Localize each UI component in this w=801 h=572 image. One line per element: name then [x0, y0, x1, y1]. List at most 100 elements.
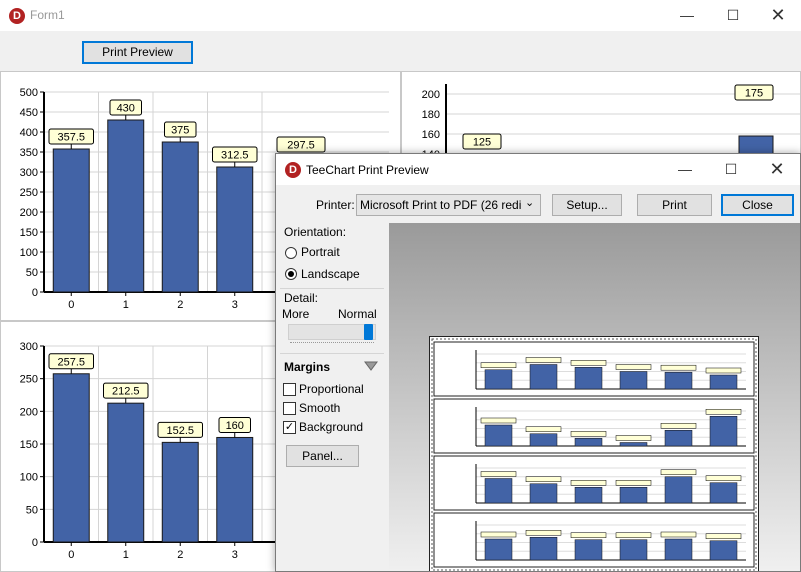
portrait-radio[interactable]	[285, 247, 297, 259]
preview-bar	[664, 430, 693, 447]
preview-bar	[484, 538, 513, 561]
x-tick-label: 2	[177, 549, 183, 561]
chevron-down-icon: ⌄	[525, 197, 535, 209]
bar	[107, 402, 145, 543]
detail-label: Detail:	[284, 291, 319, 305]
detail-more-label: More	[282, 307, 310, 321]
detail-slider[interactable]	[288, 324, 376, 340]
close-button[interactable]: Close	[721, 194, 794, 216]
minimize-icon[interactable]: —	[678, 161, 692, 177]
data-label-box	[48, 353, 94, 370]
data-label-box	[157, 421, 203, 438]
smooth-label[interactable]: Smooth	[299, 401, 341, 415]
y-tick-label: 150	[20, 227, 38, 239]
preview-mark	[480, 471, 517, 477]
proportional-label[interactable]: Proportional	[299, 382, 364, 396]
data-label-box	[218, 416, 251, 433]
preview-page-svg	[431, 338, 757, 571]
data-label: 375	[171, 125, 189, 137]
preview-mark	[660, 423, 697, 429]
x-tick-label: 1	[123, 549, 129, 561]
form-title: Form1	[30, 8, 65, 22]
y-tick-label: 150	[20, 439, 38, 451]
dialog-title: TeeChart Print Preview	[306, 163, 429, 177]
preview-bar	[619, 487, 648, 504]
preview-bar	[619, 442, 648, 447]
printer-select[interactable]: Microsoft Print to PDF (26 redi ⌄	[356, 194, 541, 216]
data-label: 312.5	[221, 150, 249, 162]
data-label-box	[109, 99, 142, 116]
bar	[161, 441, 199, 543]
minimize-icon[interactable]: —	[680, 7, 694, 23]
preview-bar	[619, 371, 648, 390]
data-label: 212.5	[112, 386, 140, 398]
bar	[161, 141, 199, 293]
maximize-icon[interactable]: ☐	[724, 161, 738, 177]
preview-mark	[525, 357, 562, 363]
maximize-icon[interactable]: ☐	[726, 7, 740, 23]
preview-bar	[529, 364, 558, 390]
preview-bar	[529, 537, 558, 561]
print-button[interactable]: Print	[637, 194, 712, 216]
preview-mark	[480, 531, 517, 538]
preview-bar	[529, 433, 558, 447]
preview-mark	[705, 475, 742, 481]
y-tick-label: 200	[20, 406, 38, 418]
preview-mark	[615, 480, 652, 486]
panel-button[interactable]: Panel...	[286, 445, 359, 467]
data-label: 257.5	[57, 356, 85, 368]
y-tick-label: 350	[20, 147, 38, 159]
x-tick-label: 2	[177, 299, 183, 311]
background-label[interactable]: Background	[299, 420, 364, 434]
data-label: 125	[473, 137, 491, 149]
x-tick-label: 0	[68, 299, 74, 311]
triangle-down-icon[interactable]	[364, 360, 378, 372]
preview-bar	[709, 482, 738, 504]
preview-mark	[660, 364, 697, 371]
bar	[216, 436, 254, 543]
preview-bar	[484, 424, 513, 447]
data-label-box	[48, 128, 94, 145]
preview-mark	[570, 480, 607, 486]
preview-mark	[570, 532, 607, 538]
setup-button[interactable]: Setup...	[552, 194, 622, 216]
y-tick-label: 50	[26, 504, 38, 516]
bar	[52, 373, 90, 543]
options-panel: Orientation: Portrait Landscape Detail: …	[276, 222, 388, 571]
preview-area[interactable]	[389, 223, 800, 571]
close-icon[interactable]: ✕	[770, 5, 786, 25]
preview-bar	[574, 539, 603, 561]
divider	[280, 288, 384, 289]
preview-bar	[664, 476, 693, 504]
preview-mark	[570, 360, 607, 366]
preview-mark	[660, 531, 697, 538]
landscape-radio[interactable]	[285, 268, 297, 280]
detail-slider-thumb[interactable]	[364, 324, 373, 340]
orientation-label: Orientation:	[284, 225, 347, 239]
portrait-label[interactable]: Portrait	[301, 245, 340, 259]
preview-bar	[574, 487, 603, 504]
preview-bar	[709, 540, 738, 561]
y-tick-label: 50	[26, 267, 38, 279]
preview-page[interactable]	[429, 336, 759, 571]
data-label-box	[164, 121, 197, 138]
landscape-label[interactable]: Landscape	[301, 267, 360, 281]
preview-bar	[574, 367, 603, 390]
preview-mark	[480, 362, 517, 368]
data-label: 297.5	[287, 140, 315, 152]
proportional-checkbox[interactable]	[283, 383, 296, 396]
background-checkbox[interactable]: ✓	[283, 421, 296, 434]
page-margin	[431, 338, 757, 571]
data-label-box	[212, 146, 258, 163]
print-preview-button[interactable]: Print Preview	[82, 41, 193, 64]
preview-mark	[705, 367, 742, 374]
y-tick-label: 300	[20, 341, 38, 353]
preview-bar	[529, 483, 558, 504]
smooth-checkbox[interactable]	[283, 402, 296, 415]
preview-mark	[615, 364, 652, 370]
data-label: 357.5	[57, 132, 85, 144]
margins-label: Margins	[284, 360, 331, 374]
y-tick-label: 160	[422, 129, 440, 141]
close-icon[interactable]: ✕	[769, 159, 785, 179]
preview-bar	[709, 374, 738, 390]
